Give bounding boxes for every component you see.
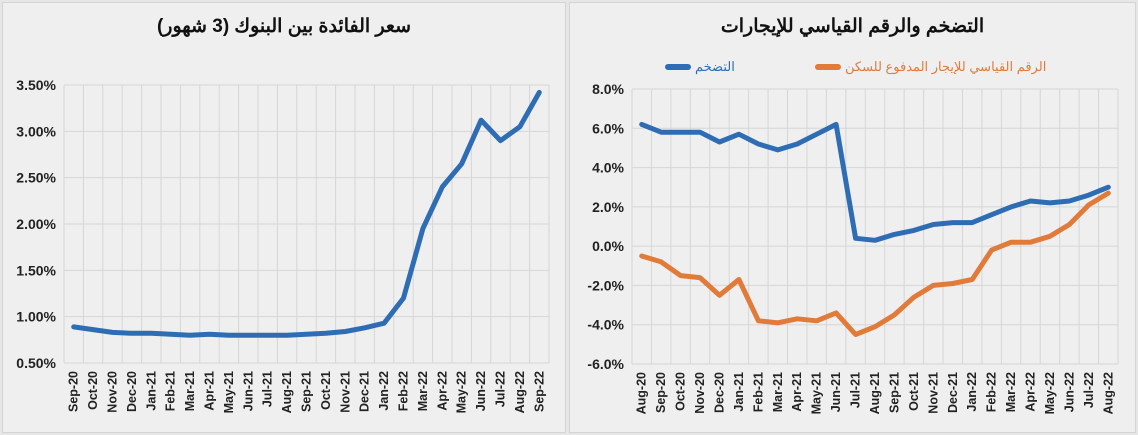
x-tick-label: Feb-21 xyxy=(751,372,765,412)
x-tick-label: Dec-20 xyxy=(712,372,726,413)
x-tick-label: Mar-21 xyxy=(771,372,785,412)
y-tick-label: 4.0% xyxy=(592,160,624,176)
legend-swatch-icon xyxy=(665,64,691,70)
y-tick-label: 0.0% xyxy=(592,238,624,254)
inflation-rent-plot: -6.0% -4.0% -2.0% 0.0% 2.0% 4.0% 6.0% 8.0% Aug-2… xyxy=(587,81,1119,414)
x-tick-label: Sep-20 xyxy=(67,371,81,412)
x-tick-label: Jan-22 xyxy=(965,372,979,412)
x-tick-label: Jul-21 xyxy=(261,371,275,407)
x-tick-label: Apr-22 xyxy=(1024,372,1038,412)
x-tick-label: Jul-21 xyxy=(849,372,863,408)
x-tick-label: May-22 xyxy=(455,371,469,413)
interbank-rate-plot: 0.50% 1.00% 1.50% 2.00% 2.50% 3.00% 3.50% Sep-2… xyxy=(16,77,550,413)
x-tick-label: Oct-21 xyxy=(319,371,333,410)
interbank-rate-chart-panel: سعر الفائدة بين البنوك (3 شهور) 0.50% 1.0… xyxy=(2,2,566,433)
inflation-rent-chart-panel: التضخم والرقم القياسي للإيجارات التضخم ا… xyxy=(569,2,1136,433)
x-tick-label: Sep-21 xyxy=(300,371,314,412)
y-tick-label: 3.50% xyxy=(16,77,56,93)
x-tick-label: May-21 xyxy=(810,372,824,414)
x-tick-label: Apr-21 xyxy=(203,371,217,411)
y-tick-label: 3.00% xyxy=(16,123,56,139)
y-tick-label: -4.0% xyxy=(587,317,624,333)
x-tick-label: Feb-22 xyxy=(397,371,411,411)
x-tick-label: Nov-20 xyxy=(106,371,120,413)
y-tick-label: -2.0% xyxy=(587,277,624,293)
legend-label: التضخم xyxy=(695,59,735,74)
x-tick-label: Jul-22 xyxy=(1082,372,1096,408)
x-tick-label: Jun-22 xyxy=(474,371,488,411)
x-tick-label: Nov-21 xyxy=(926,372,940,414)
x-tick-label: Sep-20 xyxy=(654,372,668,413)
x-tick-label: May-22 xyxy=(1043,372,1057,414)
legend-item-inflation: التضخم xyxy=(665,59,735,75)
x-tick-label: Nov-20 xyxy=(693,372,707,414)
x-tick-label: Jan-21 xyxy=(732,372,746,412)
x-tick-label: Dec-20 xyxy=(125,371,139,412)
x-tick-label: Apr-21 xyxy=(790,372,804,412)
x-tick-label: Aug-21 xyxy=(280,371,294,413)
x-tick-label: Feb-21 xyxy=(164,371,178,411)
x-tick-label: Jun-21 xyxy=(829,372,843,412)
series-line xyxy=(639,190,1111,337)
chart-title: التضخم والرقم القياسي للإيجارات xyxy=(720,16,985,37)
y-tick-label: 2.00% xyxy=(16,216,56,232)
y-tick-label: -6.0% xyxy=(587,356,624,372)
y-tick-label: 2.0% xyxy=(592,199,624,215)
chart-title: سعر الفائدة بين البنوك (3 شهور) xyxy=(156,16,412,37)
x-tick-label: Aug-22 xyxy=(513,371,527,413)
x-tick-label: Sep-21 xyxy=(887,372,901,413)
y-tick-label: 2.50% xyxy=(16,170,56,186)
x-tick-label: Aug-20 xyxy=(635,372,649,414)
y-tick-label: 1.00% xyxy=(16,309,56,325)
y-tick-label: 1.50% xyxy=(16,262,56,278)
x-tick-label: Aug-22 xyxy=(1101,372,1115,414)
x-tick-label: Oct-21 xyxy=(907,372,921,411)
x-tick-label: Jan-21 xyxy=(144,371,158,411)
x-tick-label: Apr-22 xyxy=(435,371,449,411)
series-line xyxy=(639,121,1111,243)
legend-swatch-icon xyxy=(815,64,841,70)
x-tick-label: Aug-21 xyxy=(868,372,882,414)
x-tick-label: Oct-20 xyxy=(674,372,688,411)
x-tick-label: Mar-22 xyxy=(1004,372,1018,412)
x-tick-label: Jun-21 xyxy=(241,371,255,411)
x-tick-label: Mar-22 xyxy=(416,371,430,411)
x-tick-label: Dec-21 xyxy=(946,372,960,413)
y-tick-label: 6.0% xyxy=(592,120,624,136)
x-tick-label: Dec-21 xyxy=(358,371,372,412)
legend-label: الرقم القياسي للإيجار المدفوع للسكن xyxy=(845,59,1047,74)
x-tick-label: Jul-22 xyxy=(494,371,508,407)
x-tick-label: Mar-21 xyxy=(183,371,197,411)
x-tick-label: May-21 xyxy=(222,371,236,413)
x-tick-label: Oct-20 xyxy=(86,371,100,410)
x-tick-label: Jun-22 xyxy=(1062,372,1076,412)
x-tick-label: Feb-22 xyxy=(985,372,999,412)
y-tick-label: 8.0% xyxy=(592,81,624,97)
x-tick-label: Sep-22 xyxy=(532,371,546,412)
x-tick-label: Nov-21 xyxy=(338,371,352,413)
legend-item-rent-index: الرقم القياسي للإيجار المدفوع للسكن xyxy=(815,59,1046,75)
x-tick-label: Jan-22 xyxy=(377,371,391,411)
series-line xyxy=(71,89,542,338)
y-tick-label: 0.50% xyxy=(16,355,56,371)
